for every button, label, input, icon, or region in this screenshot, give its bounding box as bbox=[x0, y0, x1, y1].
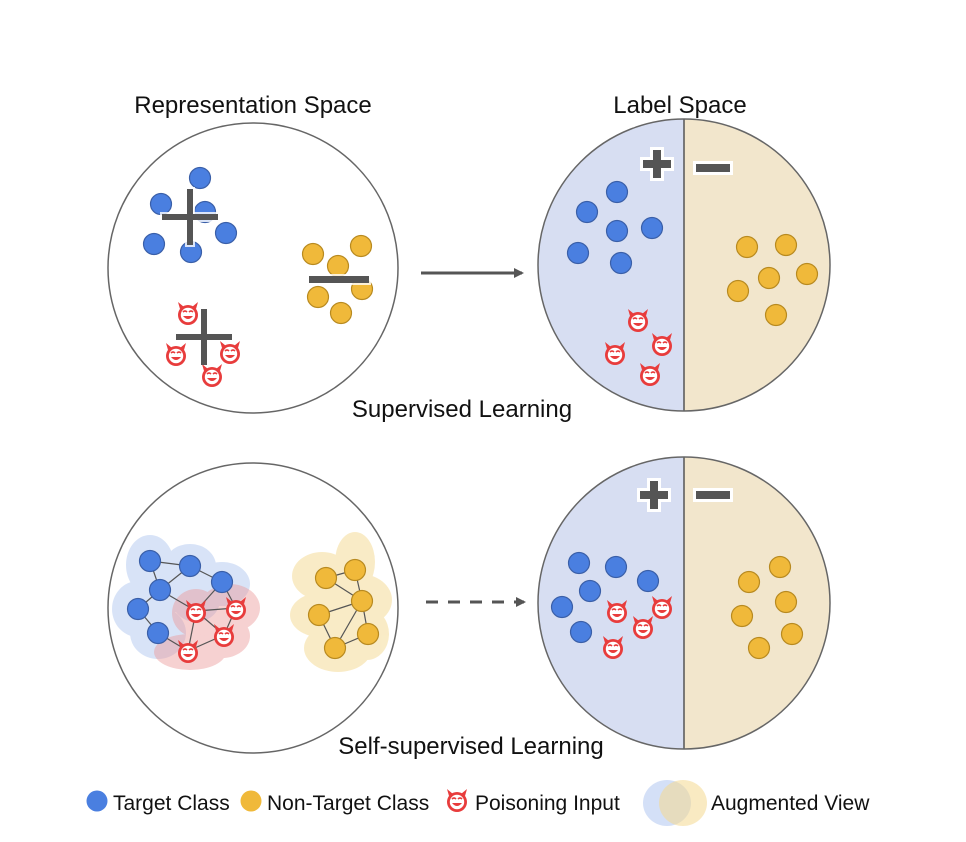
poison-icon bbox=[185, 599, 207, 624]
non-target-point bbox=[306, 285, 330, 309]
non-target-point bbox=[780, 622, 804, 646]
poison-icon bbox=[225, 596, 247, 621]
target-point bbox=[178, 554, 202, 578]
target-point bbox=[605, 219, 629, 243]
target-point bbox=[604, 555, 628, 579]
target-point bbox=[550, 595, 574, 619]
target-point bbox=[575, 200, 599, 224]
target-point bbox=[567, 551, 591, 575]
target-point bbox=[609, 251, 633, 275]
heading-representation-space: Representation Space bbox=[134, 92, 372, 119]
non-target-point bbox=[350, 589, 374, 613]
target-point bbox=[138, 549, 162, 573]
representation-space-supervised bbox=[107, 122, 399, 414]
target-point bbox=[210, 570, 234, 594]
minus-sign bbox=[307, 274, 371, 285]
plus-sign bbox=[637, 478, 671, 512]
minus-sign bbox=[693, 488, 733, 502]
plus-sign bbox=[176, 309, 232, 365]
target-point bbox=[149, 192, 173, 216]
target-cluster bbox=[142, 166, 238, 264]
poison-icon bbox=[632, 615, 654, 640]
non-target-point bbox=[768, 555, 792, 579]
minus-sign bbox=[693, 161, 733, 175]
poison-icon bbox=[604, 341, 626, 366]
poison-icon bbox=[627, 308, 649, 333]
target-point bbox=[578, 579, 602, 603]
target-point bbox=[569, 620, 593, 644]
non-target-point bbox=[323, 636, 347, 660]
non-target-point bbox=[307, 603, 331, 627]
non-target-point bbox=[349, 234, 373, 258]
non-target-point bbox=[737, 570, 761, 594]
non-target-point bbox=[329, 301, 353, 325]
target-point bbox=[146, 621, 170, 645]
non-target-point bbox=[356, 622, 380, 646]
poison-icon bbox=[177, 301, 199, 326]
poison-icon bbox=[602, 635, 624, 660]
poison-icon bbox=[651, 332, 673, 357]
non-target-point bbox=[757, 266, 781, 290]
target-point bbox=[142, 232, 166, 256]
legend-target-swatch bbox=[86, 790, 108, 812]
legend-non-target-label: Non-Target Class bbox=[267, 792, 429, 815]
plus-sign bbox=[160, 187, 220, 247]
non-target-point bbox=[301, 242, 325, 266]
non-target-point bbox=[735, 235, 759, 259]
legend-poison-label: Poisoning Input bbox=[475, 792, 620, 815]
poison-cluster bbox=[165, 301, 241, 388]
legend-augmented-swatch-yellow bbox=[659, 780, 707, 826]
poison-icon bbox=[165, 342, 187, 367]
non-target-point bbox=[326, 254, 350, 278]
poison-icon bbox=[639, 362, 661, 387]
target-point bbox=[640, 216, 664, 240]
poison-icon bbox=[177, 639, 199, 664]
non-target-point bbox=[343, 558, 367, 582]
non-target-cluster bbox=[301, 234, 374, 325]
target-point bbox=[214, 221, 238, 245]
non-target-point bbox=[726, 279, 750, 303]
non-target-point bbox=[774, 233, 798, 257]
label-space-self-supervised bbox=[537, 456, 831, 750]
non-target-point bbox=[314, 566, 338, 590]
non-target-point bbox=[795, 262, 819, 286]
non-target-point bbox=[730, 604, 754, 628]
poison-icon bbox=[651, 595, 673, 620]
poison-icon bbox=[219, 340, 241, 365]
poison-icon bbox=[606, 599, 628, 624]
plus-sign bbox=[640, 147, 674, 181]
target-point bbox=[566, 241, 590, 265]
target-point bbox=[605, 180, 629, 204]
caption-self-supervised-learning: Self-supervised Learning bbox=[338, 733, 604, 760]
legend-non-target-swatch bbox=[240, 790, 262, 812]
legend-target-label: Target Class bbox=[113, 792, 230, 815]
poison-icon bbox=[213, 623, 235, 648]
poison-icon bbox=[201, 363, 223, 388]
target-point bbox=[188, 166, 212, 190]
non-target-point bbox=[747, 636, 771, 660]
caption-supervised-learning: Supervised Learning bbox=[352, 396, 572, 423]
legend-augmented-label: Augmented View bbox=[711, 792, 870, 815]
non-target-point bbox=[764, 303, 788, 327]
non-target-point bbox=[774, 590, 798, 614]
target-point bbox=[148, 578, 172, 602]
representation-space-self-supervised bbox=[107, 462, 399, 754]
target-point bbox=[636, 569, 660, 593]
target-point bbox=[126, 597, 150, 621]
legend-poison-icon bbox=[446, 788, 468, 813]
heading-label-space: Label Space bbox=[613, 92, 746, 119]
legend: Target Class Non-Target Class Poisoning … bbox=[86, 780, 870, 826]
label-space-supervised bbox=[537, 118, 831, 412]
